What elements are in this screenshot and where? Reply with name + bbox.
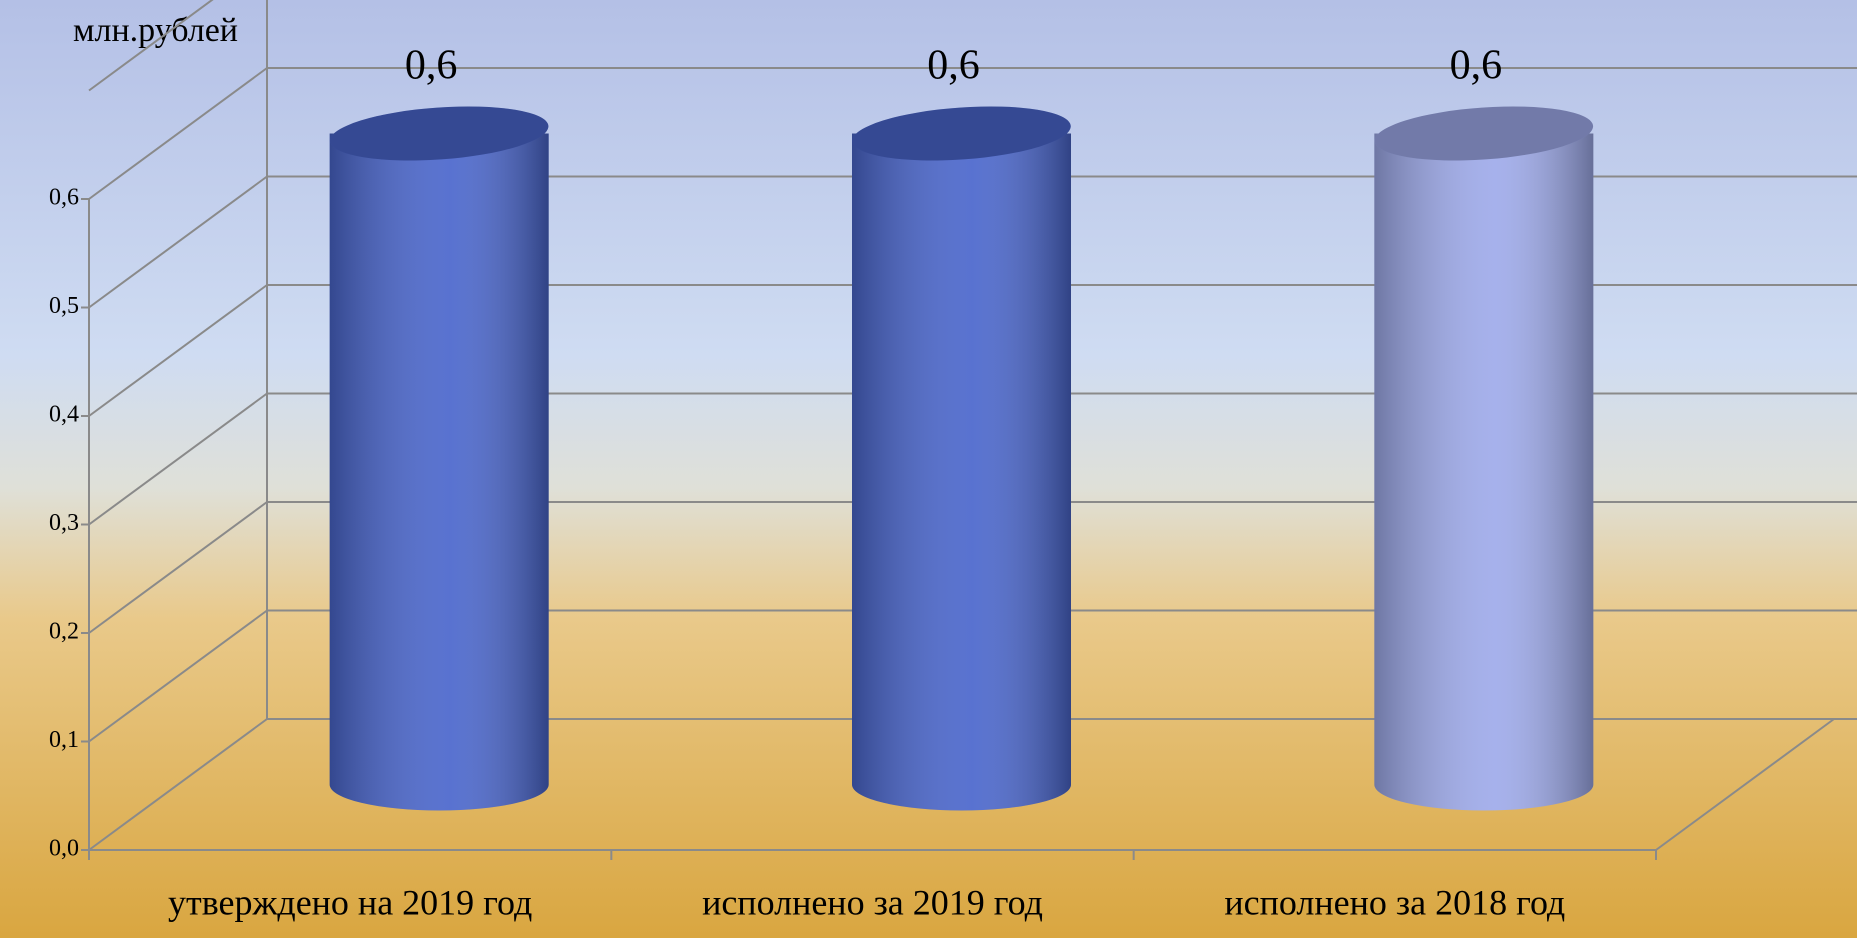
grid-line	[88, 284, 268, 417]
grid-line	[88, 67, 268, 200]
bar-top	[329, 106, 549, 161]
value-label: 0,6	[927, 43, 980, 89]
wall-edge	[88, 0, 214, 92]
bar-shading	[1374, 133, 1594, 811]
y-tick-label: 0,0	[49, 836, 79, 862]
bar-top	[852, 106, 1071, 161]
floor-edge	[1655, 718, 1835, 851]
grid-line	[88, 609, 268, 743]
bar-shading	[852, 133, 1071, 811]
y-tick-label: 0,3	[49, 510, 79, 536]
y-tick-label: 0,2	[49, 619, 79, 645]
bar-top-shade	[329, 106, 549, 161]
grid-line	[88, 718, 268, 851]
bar-shading	[329, 133, 549, 811]
x-tick-label: утверждено на 2019 год	[168, 882, 532, 922]
y-tick-label: 0,6	[49, 185, 79, 211]
axis-title: млн.рублей	[73, 12, 238, 49]
value-label: 0,6	[1450, 43, 1503, 89]
bar-top-shade	[852, 106, 1071, 161]
x-tick-label: исполнено за 2018 год	[1224, 882, 1565, 922]
grid-line	[88, 501, 268, 634]
y-tick-label: 0,4	[49, 402, 79, 428]
x-tick-label: исполнено за 2019 год	[702, 882, 1043, 922]
y-tick-label: 0,5	[49, 293, 79, 319]
value-label: 0,6	[405, 43, 458, 89]
bar-top	[1374, 106, 1594, 161]
grid-line	[88, 175, 268, 309]
y-tick-label: 0,1	[49, 727, 79, 753]
grid-line	[88, 392, 268, 526]
bar-top-shade	[1374, 106, 1594, 161]
